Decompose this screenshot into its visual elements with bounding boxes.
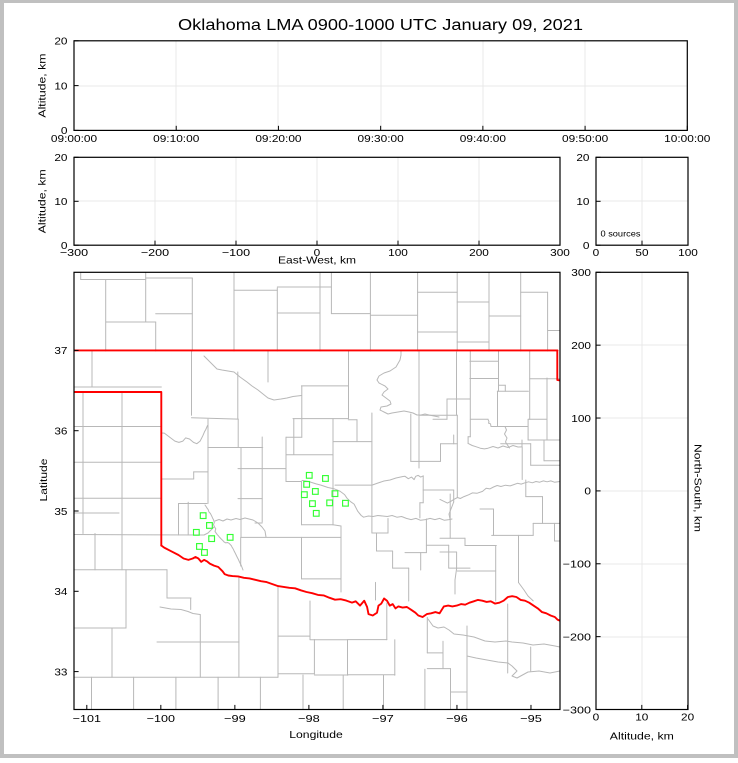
svg-text:0: 0 <box>314 248 321 259</box>
svg-text:0: 0 <box>583 241 590 252</box>
svg-text:−200: −200 <box>141 248 170 259</box>
svg-text:09:50:00: 09:50:00 <box>562 134 609 145</box>
svg-text:−101: −101 <box>73 714 102 725</box>
svg-text:20: 20 <box>576 153 589 164</box>
svg-text:Altitude, km: Altitude, km <box>610 731 674 743</box>
svg-text:Oklahoma LMA 0900-1000 UTC Jan: Oklahoma LMA 0900-1000 UTC January 09, 2… <box>178 17 583 34</box>
svg-text:0: 0 <box>61 126 68 137</box>
svg-text:0: 0 <box>593 248 600 259</box>
svg-text:East-West, km: East-West, km <box>278 255 356 267</box>
svg-text:50: 50 <box>635 248 648 259</box>
svg-text:35: 35 <box>54 507 67 518</box>
svg-text:300: 300 <box>550 248 570 259</box>
svg-text:−300: −300 <box>563 705 592 716</box>
svg-text:10:00:00: 10:00:00 <box>664 134 711 145</box>
svg-text:Altitude, km: Altitude, km <box>37 169 49 233</box>
svg-text:09:20:00: 09:20:00 <box>255 134 302 145</box>
svg-text:200: 200 <box>469 248 489 259</box>
svg-text:09:40:00: 09:40:00 <box>460 134 507 145</box>
svg-text:−200: −200 <box>563 632 592 643</box>
svg-text:−300: −300 <box>60 248 89 259</box>
svg-text:20: 20 <box>54 37 67 48</box>
svg-text:North-South, km: North-South, km <box>692 444 704 532</box>
svg-text:0 sources: 0 sources <box>601 229 642 239</box>
svg-text:Longitude: Longitude <box>289 729 343 741</box>
svg-text:20: 20 <box>54 153 67 164</box>
svg-text:100: 100 <box>678 248 698 259</box>
svg-text:20: 20 <box>681 713 694 724</box>
svg-text:Latitude: Latitude <box>38 458 50 501</box>
svg-text:−96: −96 <box>446 714 468 725</box>
svg-text:09:00:00: 09:00:00 <box>51 134 98 145</box>
svg-text:37: 37 <box>54 346 67 357</box>
svg-text:10: 10 <box>635 713 648 724</box>
svg-text:100: 100 <box>388 248 408 259</box>
svg-text:300: 300 <box>571 268 591 279</box>
svg-text:0: 0 <box>61 241 68 252</box>
svg-text:Altitude, km: Altitude, km <box>37 53 49 117</box>
svg-text:09:30:00: 09:30:00 <box>358 134 405 145</box>
svg-text:09:10:00: 09:10:00 <box>153 134 200 145</box>
svg-text:−95: −95 <box>520 714 542 725</box>
svg-text:−100: −100 <box>147 714 176 725</box>
svg-text:0: 0 <box>584 487 591 498</box>
svg-text:0: 0 <box>593 713 600 724</box>
svg-text:33: 33 <box>54 667 67 678</box>
svg-text:10: 10 <box>576 197 589 208</box>
svg-text:34: 34 <box>54 587 67 598</box>
svg-text:−100: −100 <box>563 560 592 571</box>
svg-text:−100: −100 <box>222 248 251 259</box>
svg-text:10: 10 <box>54 81 67 92</box>
svg-text:−97: −97 <box>372 714 394 725</box>
svg-text:−98: −98 <box>298 714 320 725</box>
svg-text:10: 10 <box>54 197 67 208</box>
svg-text:36: 36 <box>54 427 67 438</box>
svg-text:100: 100 <box>571 414 591 425</box>
svg-text:−99: −99 <box>224 714 246 725</box>
svg-text:200: 200 <box>571 341 591 352</box>
